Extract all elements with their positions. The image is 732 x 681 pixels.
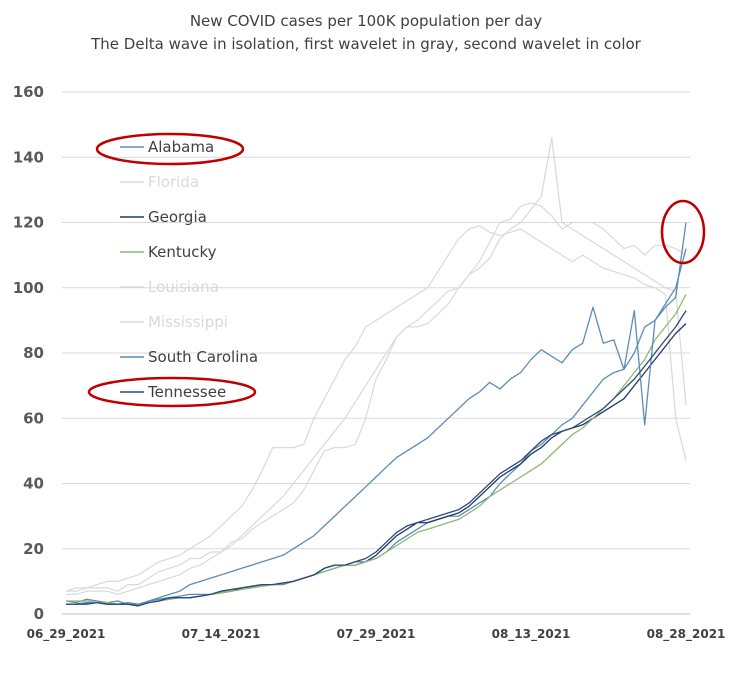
annotations bbox=[87, 132, 706, 408]
series-line-south-carolina bbox=[66, 222, 687, 605]
tennessee-highlight-ellipse bbox=[87, 376, 257, 408]
grid-lines bbox=[62, 91, 690, 550]
series-line-kentucky bbox=[66, 293, 687, 605]
legend-label-georgia: Georgia bbox=[148, 208, 207, 226]
legend-label-louisiana: Louisiana bbox=[148, 278, 219, 296]
legend-label-mississippi: Mississippi bbox=[148, 313, 228, 331]
y-tick-label: 60 bbox=[23, 409, 44, 427]
series-line-mississippi bbox=[66, 137, 687, 596]
series-line-louisiana bbox=[65, 225, 687, 592]
x-tick-label: 07_29_2021 bbox=[337, 627, 416, 642]
y-tick-label: 80 bbox=[23, 344, 44, 362]
legend: Alabama Florida Georgia Kentucky Louisiana Mi… bbox=[120, 138, 258, 401]
legend-label-tennessee: Tennessee bbox=[147, 383, 226, 401]
gray-series-layer bbox=[65, 137, 687, 596]
x-tick-label: 07_14_2021 bbox=[182, 627, 261, 642]
chart-subtitle: The Delta wave in isolation, first wavel… bbox=[91, 35, 641, 53]
alabama-endpoint-ellipse bbox=[660, 199, 706, 265]
series-line-florida bbox=[66, 202, 687, 592]
y-tick-label: 0 bbox=[34, 605, 44, 623]
legend-label-kentucky: Kentucky bbox=[148, 243, 217, 261]
chart-title: New COVID cases per 100K population per … bbox=[189, 12, 543, 30]
y-tick-label: 160 bbox=[13, 83, 44, 101]
legend-label-alabama: Alabama bbox=[148, 138, 214, 156]
color-series-layer bbox=[65, 222, 687, 607]
series-line-tennessee bbox=[66, 310, 687, 607]
alabama-highlight-ellipse bbox=[95, 132, 245, 166]
y-tick-label: 120 bbox=[13, 214, 44, 232]
y-tick-label: 140 bbox=[13, 148, 44, 166]
axes: 0 20 40 60 80 100 120 140 160 06_29_2021 07_14_202… bbox=[13, 83, 726, 642]
x-tick-label: 08_13_2021 bbox=[492, 627, 571, 642]
y-tick-label: 100 bbox=[13, 279, 44, 297]
y-tick-label: 40 bbox=[23, 475, 44, 493]
x-tick-label: 06_29_2021 bbox=[27, 627, 106, 642]
legend-label-south-carolina: South Carolina bbox=[148, 348, 258, 366]
legend-label-florida: Florida bbox=[148, 173, 199, 191]
y-tick-label: 20 bbox=[23, 540, 44, 558]
x-tick-label: 08_28_2021 bbox=[647, 627, 726, 642]
